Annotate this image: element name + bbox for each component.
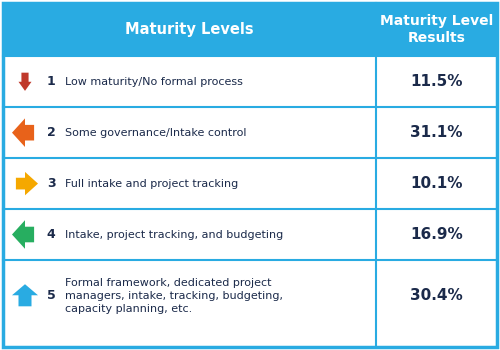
Text: 10.1%: 10.1% (410, 176, 463, 191)
Text: 31.1%: 31.1% (410, 125, 463, 140)
Polygon shape (18, 73, 32, 91)
Text: 1: 1 (46, 75, 56, 88)
Polygon shape (12, 284, 38, 306)
Text: 16.9%: 16.9% (410, 227, 463, 242)
Text: Maturity Level
Results: Maturity Level Results (380, 14, 493, 45)
Text: 3: 3 (46, 177, 56, 190)
Text: Full intake and project tracking: Full intake and project tracking (65, 178, 238, 189)
Text: Some governance/Intake control: Some governance/Intake control (65, 128, 246, 138)
Text: 2: 2 (46, 126, 56, 139)
Text: Maturity Levels: Maturity Levels (125, 22, 254, 37)
Bar (3, 260, 376, 332)
Text: 11.5%: 11.5% (410, 74, 463, 89)
Text: 30.4%: 30.4% (410, 288, 463, 303)
Bar (3, 158, 376, 209)
Bar (376, 107, 497, 158)
Bar (376, 260, 497, 332)
Bar (3, 209, 376, 260)
Text: Formal framework, dedicated project
managers, intake, tracking, budgeting,
capac: Formal framework, dedicated project mana… (65, 278, 283, 314)
Polygon shape (16, 172, 38, 195)
Text: 4: 4 (46, 228, 56, 241)
Polygon shape (12, 220, 34, 249)
Bar (376, 158, 497, 209)
Text: 5: 5 (46, 289, 56, 302)
Bar (3, 107, 376, 158)
Text: Low maturity/No formal process: Low maturity/No formal process (65, 77, 243, 87)
Bar (376, 209, 497, 260)
Text: Intake, project tracking, and budgeting: Intake, project tracking, and budgeting (65, 230, 283, 239)
Bar (376, 56, 497, 107)
Polygon shape (12, 118, 34, 147)
Bar (3, 56, 376, 107)
Bar (3, 3, 497, 56)
